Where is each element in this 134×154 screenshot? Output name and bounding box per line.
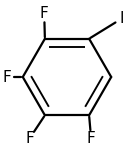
Text: F: F [2,69,11,85]
Text: F: F [40,6,49,21]
Text: I: I [120,11,124,26]
Text: F: F [87,131,96,146]
Text: F: F [25,131,34,146]
